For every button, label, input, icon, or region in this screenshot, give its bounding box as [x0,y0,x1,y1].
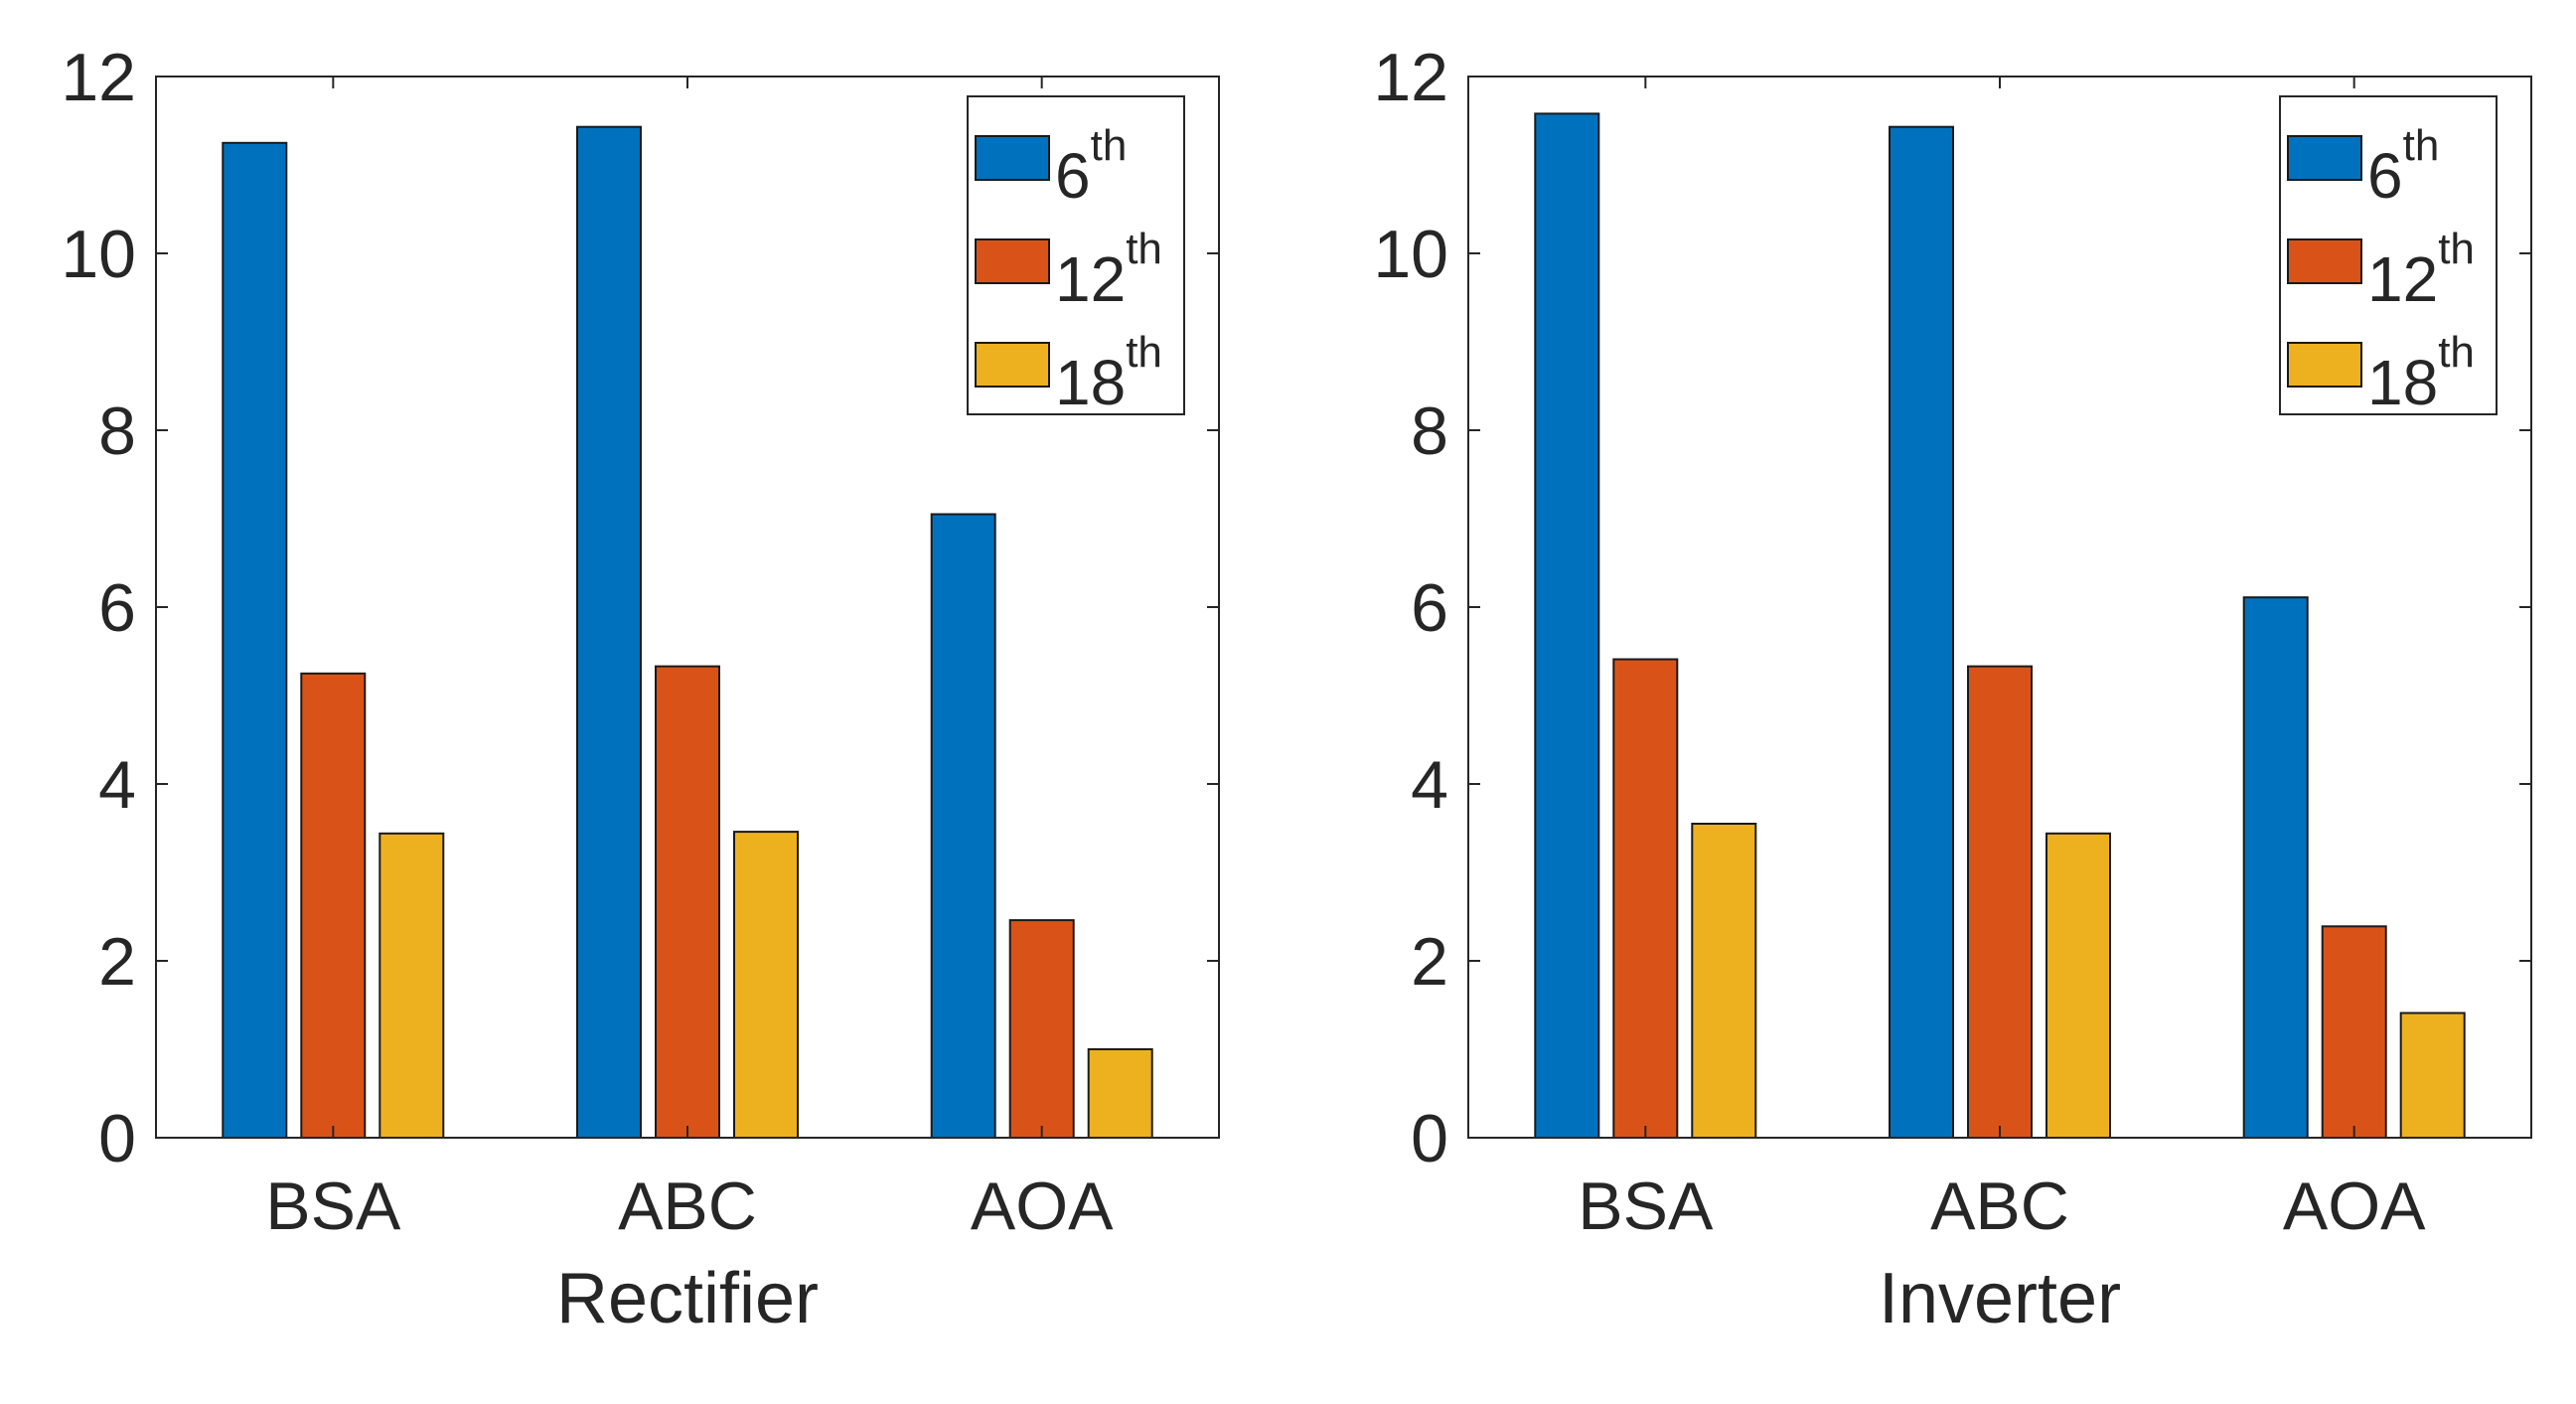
y-tick-label: 4 [1411,747,1448,823]
x-tick-label-aoa: AOA [2283,1169,2426,1244]
legend-number: 18 [2367,347,2438,418]
bar-aoa-12th [1008,919,1075,1139]
legend-swatch-18th [2287,342,2362,388]
bar-bsa-18th [379,832,445,1139]
legend-swatch-6th [2287,135,2362,181]
x-tick-label-abc: ABC [618,1169,757,1244]
y-tick-label: 8 [98,393,136,469]
x-axis-label: Inverter [1879,1259,2121,1338]
bar-abc-12th [655,665,720,1139]
y-tick-label: 0 [1411,1101,1448,1176]
bar-abc-18th [733,831,799,1139]
legend-swatch-6th [975,135,1050,181]
bar-aoa-18th [1087,1048,1153,1139]
y-tick-label: 6 [98,570,136,646]
bar-abc-6th [576,125,642,1139]
bar-aoa-6th [930,513,996,1139]
x-axis-label: Rectifier [556,1259,819,1338]
bar-abc-18th [2046,832,2111,1139]
y-tick-label: 2 [1411,924,1448,1000]
y-tick-label: 12 [1373,40,1448,115]
x-tick-label-aoa: AOA [971,1169,1114,1244]
y-tick-label: 2 [98,924,136,1000]
y-tick-label: 12 [61,40,136,115]
y-tick-label: 0 [98,1101,136,1176]
legend-superscript: th [2403,121,2440,170]
legend-superscript: th [1126,328,1162,377]
legend-number: 12 [1055,243,1126,315]
legend-superscript: th [2438,225,2475,273]
legend-label-6th: 6th [2367,121,2439,212]
y-tick-label: 6 [1411,570,1448,646]
legend-label-18th: 18th [1055,328,1162,418]
legend-number: 6 [1055,140,1091,212]
y-tick-label: 4 [98,747,136,823]
bar-aoa-6th [2242,596,2309,1139]
bar-bsa-12th [300,672,367,1140]
legend-swatch-18th [975,342,1050,388]
legend-label-18th: 18th [2367,328,2475,418]
legend-number: 12 [2367,243,2438,315]
legend-swatch-12th [975,238,1050,284]
legend-superscript: th [2438,328,2475,377]
legend-label-12th: 12th [2367,225,2475,315]
bar-bsa-18th [1691,823,1757,1139]
legend-label-6th: 6th [1055,121,1127,212]
legend-superscript: th [1091,121,1128,170]
bar-aoa-12th [2321,925,2387,1139]
legend-number: 18 [1055,347,1126,418]
bar-aoa-18th [2399,1012,2466,1139]
x-tick-label-abc: ABC [1930,1169,2069,1244]
y-tick-label: 10 [1373,217,1448,292]
bar-bsa-6th [1534,112,1600,1139]
legend-swatch-12th [2287,238,2362,284]
bar-abc-6th [1889,125,1954,1139]
bar-bsa-6th [222,141,288,1140]
bar-abc-12th [1967,665,2033,1139]
bar-bsa-12th [1612,658,1679,1139]
y-tick-label: 8 [1411,393,1448,469]
legend-label-12th: 12th [1055,225,1162,315]
legend-number: 6 [2367,140,2403,212]
x-tick-label-bsa: BSA [1578,1169,1714,1244]
y-tick-label: 10 [61,217,136,292]
x-tick-label-bsa: BSA [265,1169,401,1244]
legend-superscript: th [1126,225,1162,273]
